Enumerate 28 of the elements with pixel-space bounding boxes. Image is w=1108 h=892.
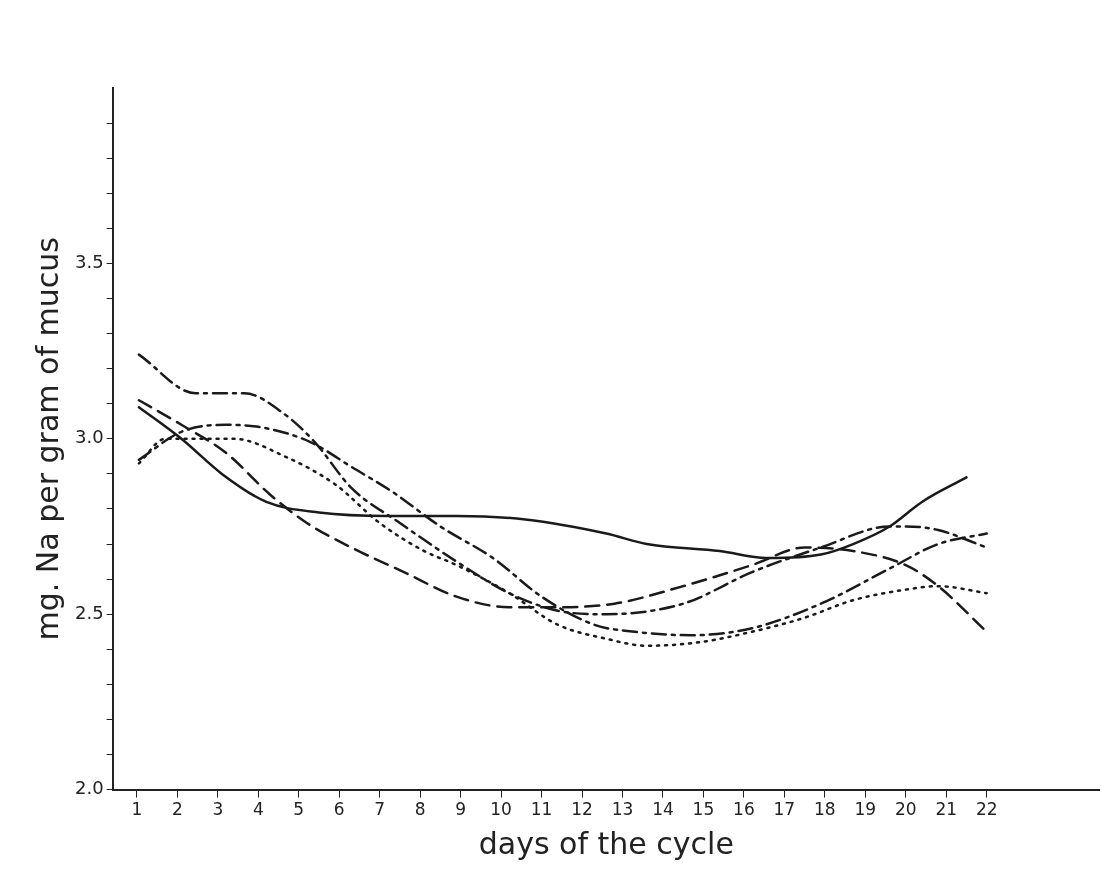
x-tick-label: 20 [894,799,917,820]
x-tick-label: 4 [252,799,264,820]
y-tick-label: 3.0 [74,426,104,448]
y-axis-title: mg. Na per gram of mucus [29,237,65,641]
x-tick-label: 2 [171,799,183,820]
x-tick-label: 12 [571,799,593,820]
x-tick-label: 15 [692,799,715,820]
y-tick-label: 3.5 [74,251,104,273]
x-tick-label: 1 [131,799,143,820]
x-tick-label: 3 [212,799,224,820]
x-tick-label: 6 [333,799,345,820]
x-tick-label: 10 [490,799,512,820]
x-tick-label: 14 [652,799,674,820]
x-tick-label: 17 [773,799,796,820]
x-tick-label: 13 [611,799,634,820]
x-tick-label: 18 [814,799,836,820]
x-tick-label: 22 [975,799,998,820]
x-tick-label: 16 [733,799,755,820]
x-tick-label: 21 [935,799,958,820]
x-tick-label: 9 [455,799,467,820]
x-tick-label: 19 [854,799,877,820]
x-tick-label: 7 [374,799,386,820]
x-axis-title: days of the cycle [478,825,734,861]
y-tick-label: 2.5 [74,601,104,623]
x-tick-label: 11 [530,799,553,820]
x-tick-label: 8 [414,799,426,820]
y-tick-label: 2.0 [74,777,104,799]
x-tick-label: 5 [293,799,305,820]
